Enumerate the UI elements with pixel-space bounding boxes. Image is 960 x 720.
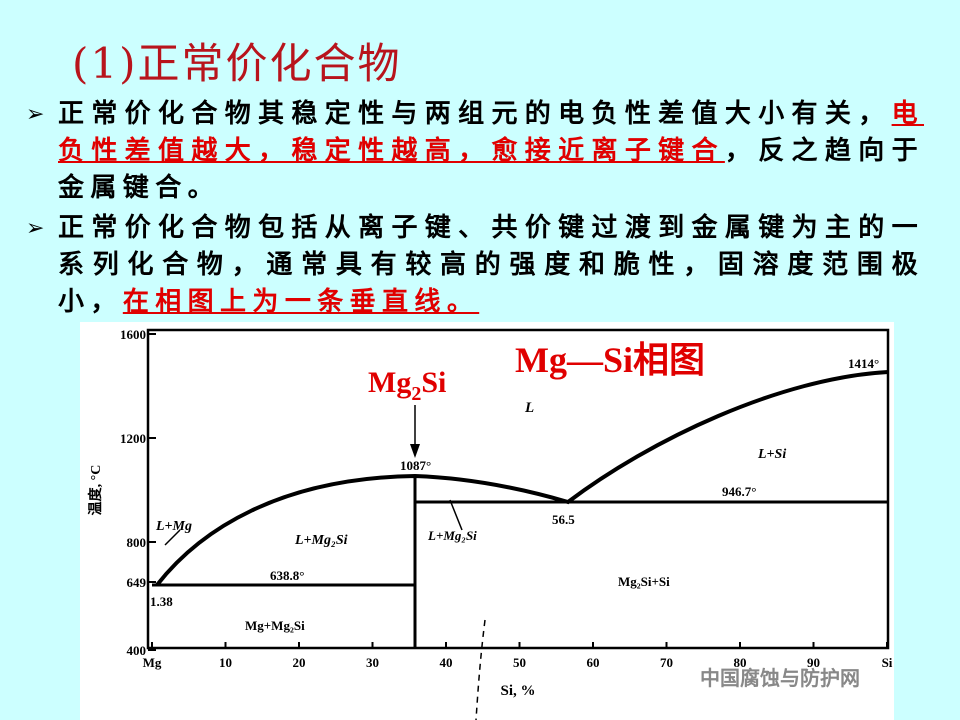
diagram-annotation: 56.5: [552, 512, 575, 527]
leader-line: [449, 499, 463, 531]
scan-artifact: [475, 619, 486, 720]
liquidus-curve: [155, 370, 889, 587]
emphasized-text: 电负性差值越大，稳定性越高，愈接近离子键合: [58, 99, 924, 166]
diagram-annotation: L+Mg: [155, 519, 192, 534]
compound-label: Mg2Si: [368, 366, 446, 405]
diagram-annotation: 1.38: [150, 594, 173, 609]
diagram-annotation: Mg₂Si+Si: [618, 574, 670, 589]
x-tick-label: 10: [219, 655, 232, 670]
y-tick-label: 649: [127, 575, 147, 590]
text-segment: ，反之趋向于金属键合。: [58, 136, 924, 203]
y-tick-label: 800: [127, 535, 147, 550]
bullet-text: 正常价化合物包括从离子键、共价键过渡到金属键为主的一系列化合物，通常具有较高的强…: [58, 210, 924, 321]
bullet-marker: ➢: [26, 102, 45, 127]
y-tick-label: 1600: [120, 327, 146, 342]
arrow-head: [410, 444, 420, 458]
label-subscript: 2: [411, 383, 421, 405]
diagram-annotation: 1087°: [400, 458, 431, 473]
x-tick-label: 70: [660, 655, 673, 670]
diagram-annotation: L+Si: [757, 447, 786, 462]
figure-title: Mg—Si相图: [515, 340, 705, 380]
y-tick-label: 1200: [120, 431, 146, 446]
x-tick-label: 40: [440, 655, 453, 670]
diagram-annotation: 1414°: [848, 356, 879, 371]
y-axis-label: 温度, °C: [87, 465, 104, 516]
x-tick-label: 90: [807, 655, 820, 670]
x-tick-label: 80: [734, 655, 747, 670]
diagram-annotation: L+Mg₂Si: [294, 533, 348, 548]
diagram-annotation: 946.7°: [722, 484, 756, 499]
x-tick-label: 50: [513, 655, 526, 670]
x-axis-label: Si, %: [500, 683, 535, 699]
diagram-annotation: 638.8°: [270, 568, 304, 583]
watermark: 中国腐蚀与防护网: [700, 666, 860, 690]
diagram-annotation: Mg+Mg₂Si: [245, 618, 305, 633]
slide-title: (1)正常价化合物: [72, 39, 402, 88]
x-tick-label: Mg: [143, 655, 162, 670]
text-segment: 正常价化合物其稳定性与两组元的电负性差值大小有关，: [58, 99, 892, 129]
bullet: ➢ 正常价化合物其稳定性与两组元的电负性差值大小有关，电负性差值越大，稳定性越高，…: [26, 96, 926, 207]
bullet-text: 正常价化合物其稳定性与两组元的电负性差值大小有关，电负性差值越大，稳定性越高，愈…: [58, 96, 924, 207]
x-tick-label: 60: [587, 655, 600, 670]
emphasized-text: 在相图上为一条垂直线。: [122, 287, 480, 317]
diagram-annotation: L: [524, 400, 534, 416]
x-tick-label: 20: [293, 655, 306, 670]
x-tick-label: 30: [366, 655, 379, 670]
leader-line: [164, 529, 181, 546]
plot-frame: [146, 328, 890, 650]
y-tick-label: 400: [127, 643, 147, 658]
diagram-annotation: L+Mg₂Si: [427, 528, 477, 543]
bullet-marker: ➢: [26, 216, 45, 241]
figure-background: [80, 322, 894, 720]
x-tick-label: Si: [882, 655, 893, 670]
bullet: ➢ 正常价化合物包括从离子键、共价键过渡到金属键为主的一系列化合物，通常具有较高的…: [26, 210, 926, 321]
text-segment: 正常价化合物包括从离子键、共价键过渡到金属键为主的一系列化合物，通常具有较高的强…: [58, 213, 924, 317]
label-part: Si: [421, 366, 446, 399]
label-part: Mg: [368, 366, 411, 399]
